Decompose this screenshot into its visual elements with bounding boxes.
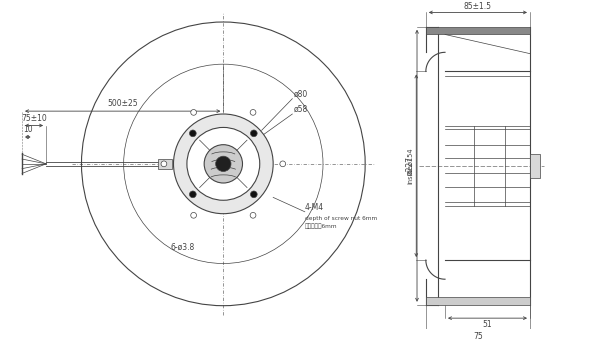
Circle shape [191, 109, 196, 115]
Circle shape [280, 161, 286, 167]
Text: ø80: ø80 [293, 90, 308, 99]
Text: 4-M4: 4-M4 [305, 203, 324, 212]
Circle shape [190, 191, 196, 198]
Text: 6-ø3.8: 6-ø3.8 [170, 242, 195, 252]
Text: 10: 10 [23, 125, 32, 134]
Circle shape [250, 191, 257, 198]
Circle shape [204, 145, 242, 183]
Text: depth of screw nut 6mm: depth of screw nut 6mm [305, 216, 377, 221]
Bar [530, 154, 539, 178]
Text: 85±1.5: 85±1.5 [464, 1, 492, 11]
Bar [158, 159, 172, 169]
Circle shape [250, 130, 257, 137]
Text: 深孔深度：6mm: 深孔深度：6mm [305, 223, 337, 229]
Text: insideø154: insideø154 [407, 148, 413, 184]
Text: ø58: ø58 [293, 105, 308, 114]
Text: ø227: ø227 [405, 156, 414, 175]
Circle shape [161, 161, 167, 167]
Circle shape [191, 212, 196, 218]
Circle shape [187, 128, 260, 200]
Text: 75±10: 75±10 [21, 114, 47, 123]
Text: 51: 51 [482, 320, 492, 329]
Circle shape [190, 130, 196, 137]
Bar [426, 27, 530, 34]
Bar [426, 297, 530, 305]
Circle shape [250, 109, 256, 115]
Circle shape [250, 212, 256, 218]
Text: 500±25: 500±25 [107, 99, 138, 108]
Text: 75: 75 [473, 332, 483, 340]
Circle shape [173, 114, 273, 214]
Circle shape [215, 156, 231, 171]
